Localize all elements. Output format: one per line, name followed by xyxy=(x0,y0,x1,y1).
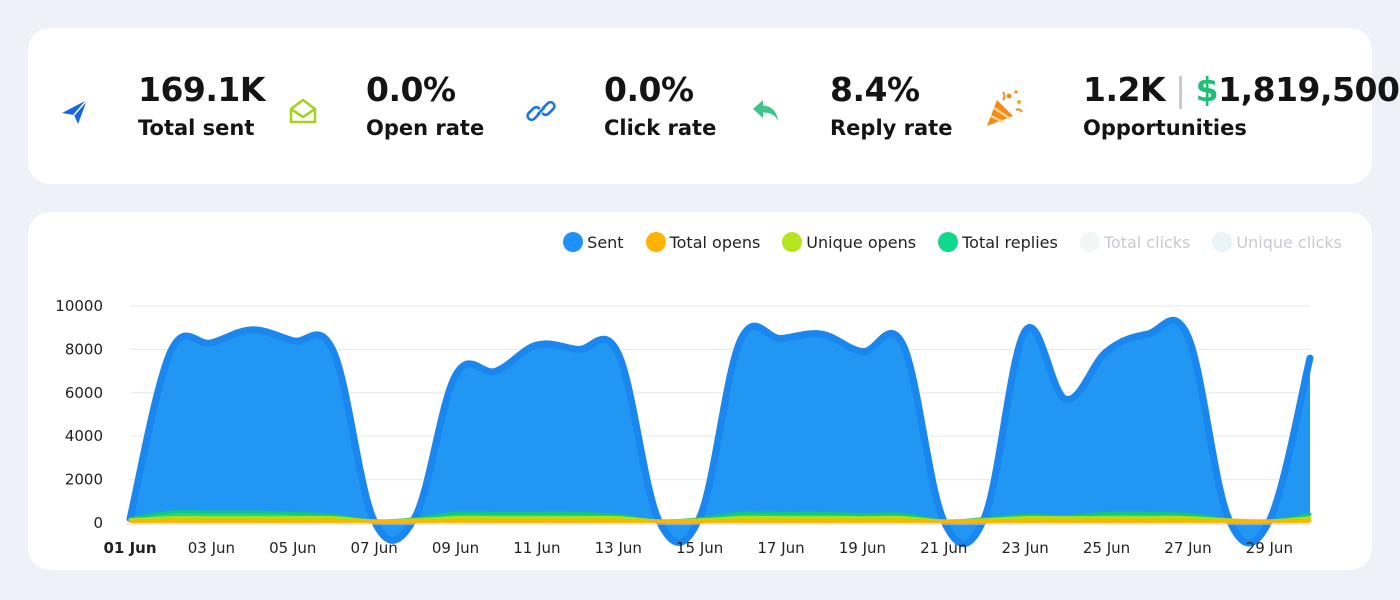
reply-arrow-icon xyxy=(753,100,778,121)
x-tick-label: 15 Jun xyxy=(676,539,723,557)
legend-dot-unique-clicks xyxy=(1212,232,1233,252)
x-tick-label: 19 Jun xyxy=(839,539,886,557)
legend-item-unique-clicks[interactable]: Unique clicks xyxy=(1212,232,1342,252)
open-envelope-icon xyxy=(289,98,317,124)
legend-item-total-replies[interactable]: Total replies xyxy=(938,232,1058,252)
legend-item-total-opens[interactable]: Total opens xyxy=(645,232,761,252)
y-tick-label: 10000 xyxy=(55,297,103,315)
x-tick-label: 27 Jun xyxy=(1164,539,1211,557)
legend-label: Unique clicks xyxy=(1236,232,1342,252)
click-rate-label: Click rate xyxy=(604,116,717,140)
reply-rate-label: Reply rate xyxy=(830,116,953,140)
legend-dot-total-opens xyxy=(645,232,666,252)
x-tick-label: 21 Jun xyxy=(920,539,967,557)
reply-rate-value: 8.4% xyxy=(830,70,920,109)
y-tick-label: 6000 xyxy=(65,384,103,402)
legend-dot-sent xyxy=(563,232,584,252)
x-tick-label: 29 Jun xyxy=(1246,539,1293,557)
x-tick-label: 23 Jun xyxy=(1002,539,1049,557)
legend-item-sent[interactable]: Sent xyxy=(563,232,624,252)
line-sent xyxy=(126,316,1314,548)
line-total-replies xyxy=(128,510,1312,523)
opportunities-value: 1.2K | $1,819,500 xyxy=(1083,70,1400,109)
legend-label: Sent xyxy=(587,232,624,252)
x-tick-label: 09 Jun xyxy=(432,539,479,557)
x-tick-label: 03 Jun xyxy=(188,539,235,557)
stats-card: 169.1K Total sent 0.0% Open rate 0.0% Cl… xyxy=(28,28,1400,184)
line-unique-opens xyxy=(128,515,1312,523)
x-tick-label: 11 Jun xyxy=(513,539,560,557)
sent-activity-chart: 0 2000 4000 6000 8000 10000 01 Jun 03 Jun 05 Jun… xyxy=(55,297,1314,557)
legend-label: Total opens xyxy=(669,232,761,252)
paper-plane-icon xyxy=(62,99,88,124)
x-tick-label: 01 Jun xyxy=(103,539,156,557)
link-icon xyxy=(526,100,556,122)
open-rate-value: 0.0% xyxy=(366,70,456,109)
x-tick-label: 25 Jun xyxy=(1083,539,1130,557)
x-tick-label: 07 Jun xyxy=(350,539,397,557)
chart-legend: Sent Total opens Unique opens Total repl… xyxy=(563,232,1342,252)
opportunities-separator: | xyxy=(1175,70,1186,109)
legend-label: Total clicks xyxy=(1103,232,1191,252)
chart-card: Sent Total opens Unique opens Total repl… xyxy=(28,212,1372,570)
legend-dot-unique-opens xyxy=(782,232,803,252)
legend-label: Unique opens xyxy=(806,232,917,252)
click-rate-value: 0.0% xyxy=(604,70,694,109)
opportunities-amount: 1,819,500 xyxy=(1218,70,1400,109)
total-sent-value: 169.1K xyxy=(138,70,265,109)
dollar-sign: $ xyxy=(1195,70,1219,109)
party-popper-icon xyxy=(987,90,1023,126)
total-sent-label: Total sent xyxy=(138,116,255,140)
line-total-opens xyxy=(128,518,1312,523)
legend-item-unique-opens[interactable]: Unique opens xyxy=(782,232,916,252)
y-tick-label: 2000 xyxy=(65,471,103,489)
x-tick-label: 05 Jun xyxy=(269,539,316,557)
open-rate-label: Open rate xyxy=(366,116,485,140)
x-tick-label: 17 Jun xyxy=(757,539,804,557)
legend-dot-total-replies xyxy=(938,232,959,252)
opportunities-count: 1.2K xyxy=(1083,70,1166,109)
y-tick-label: 8000 xyxy=(65,340,103,358)
opportunities-label: Opportunities xyxy=(1083,116,1247,140)
y-tick-label: 4000 xyxy=(65,427,103,445)
y-tick-label: 0 xyxy=(93,514,103,532)
legend-dot-total-clicks xyxy=(1079,232,1100,252)
x-tick-label: 13 Jun xyxy=(595,539,642,557)
legend-label: Total replies xyxy=(962,232,1058,252)
legend-item-total-clicks[interactable]: Total clicks xyxy=(1079,232,1191,252)
